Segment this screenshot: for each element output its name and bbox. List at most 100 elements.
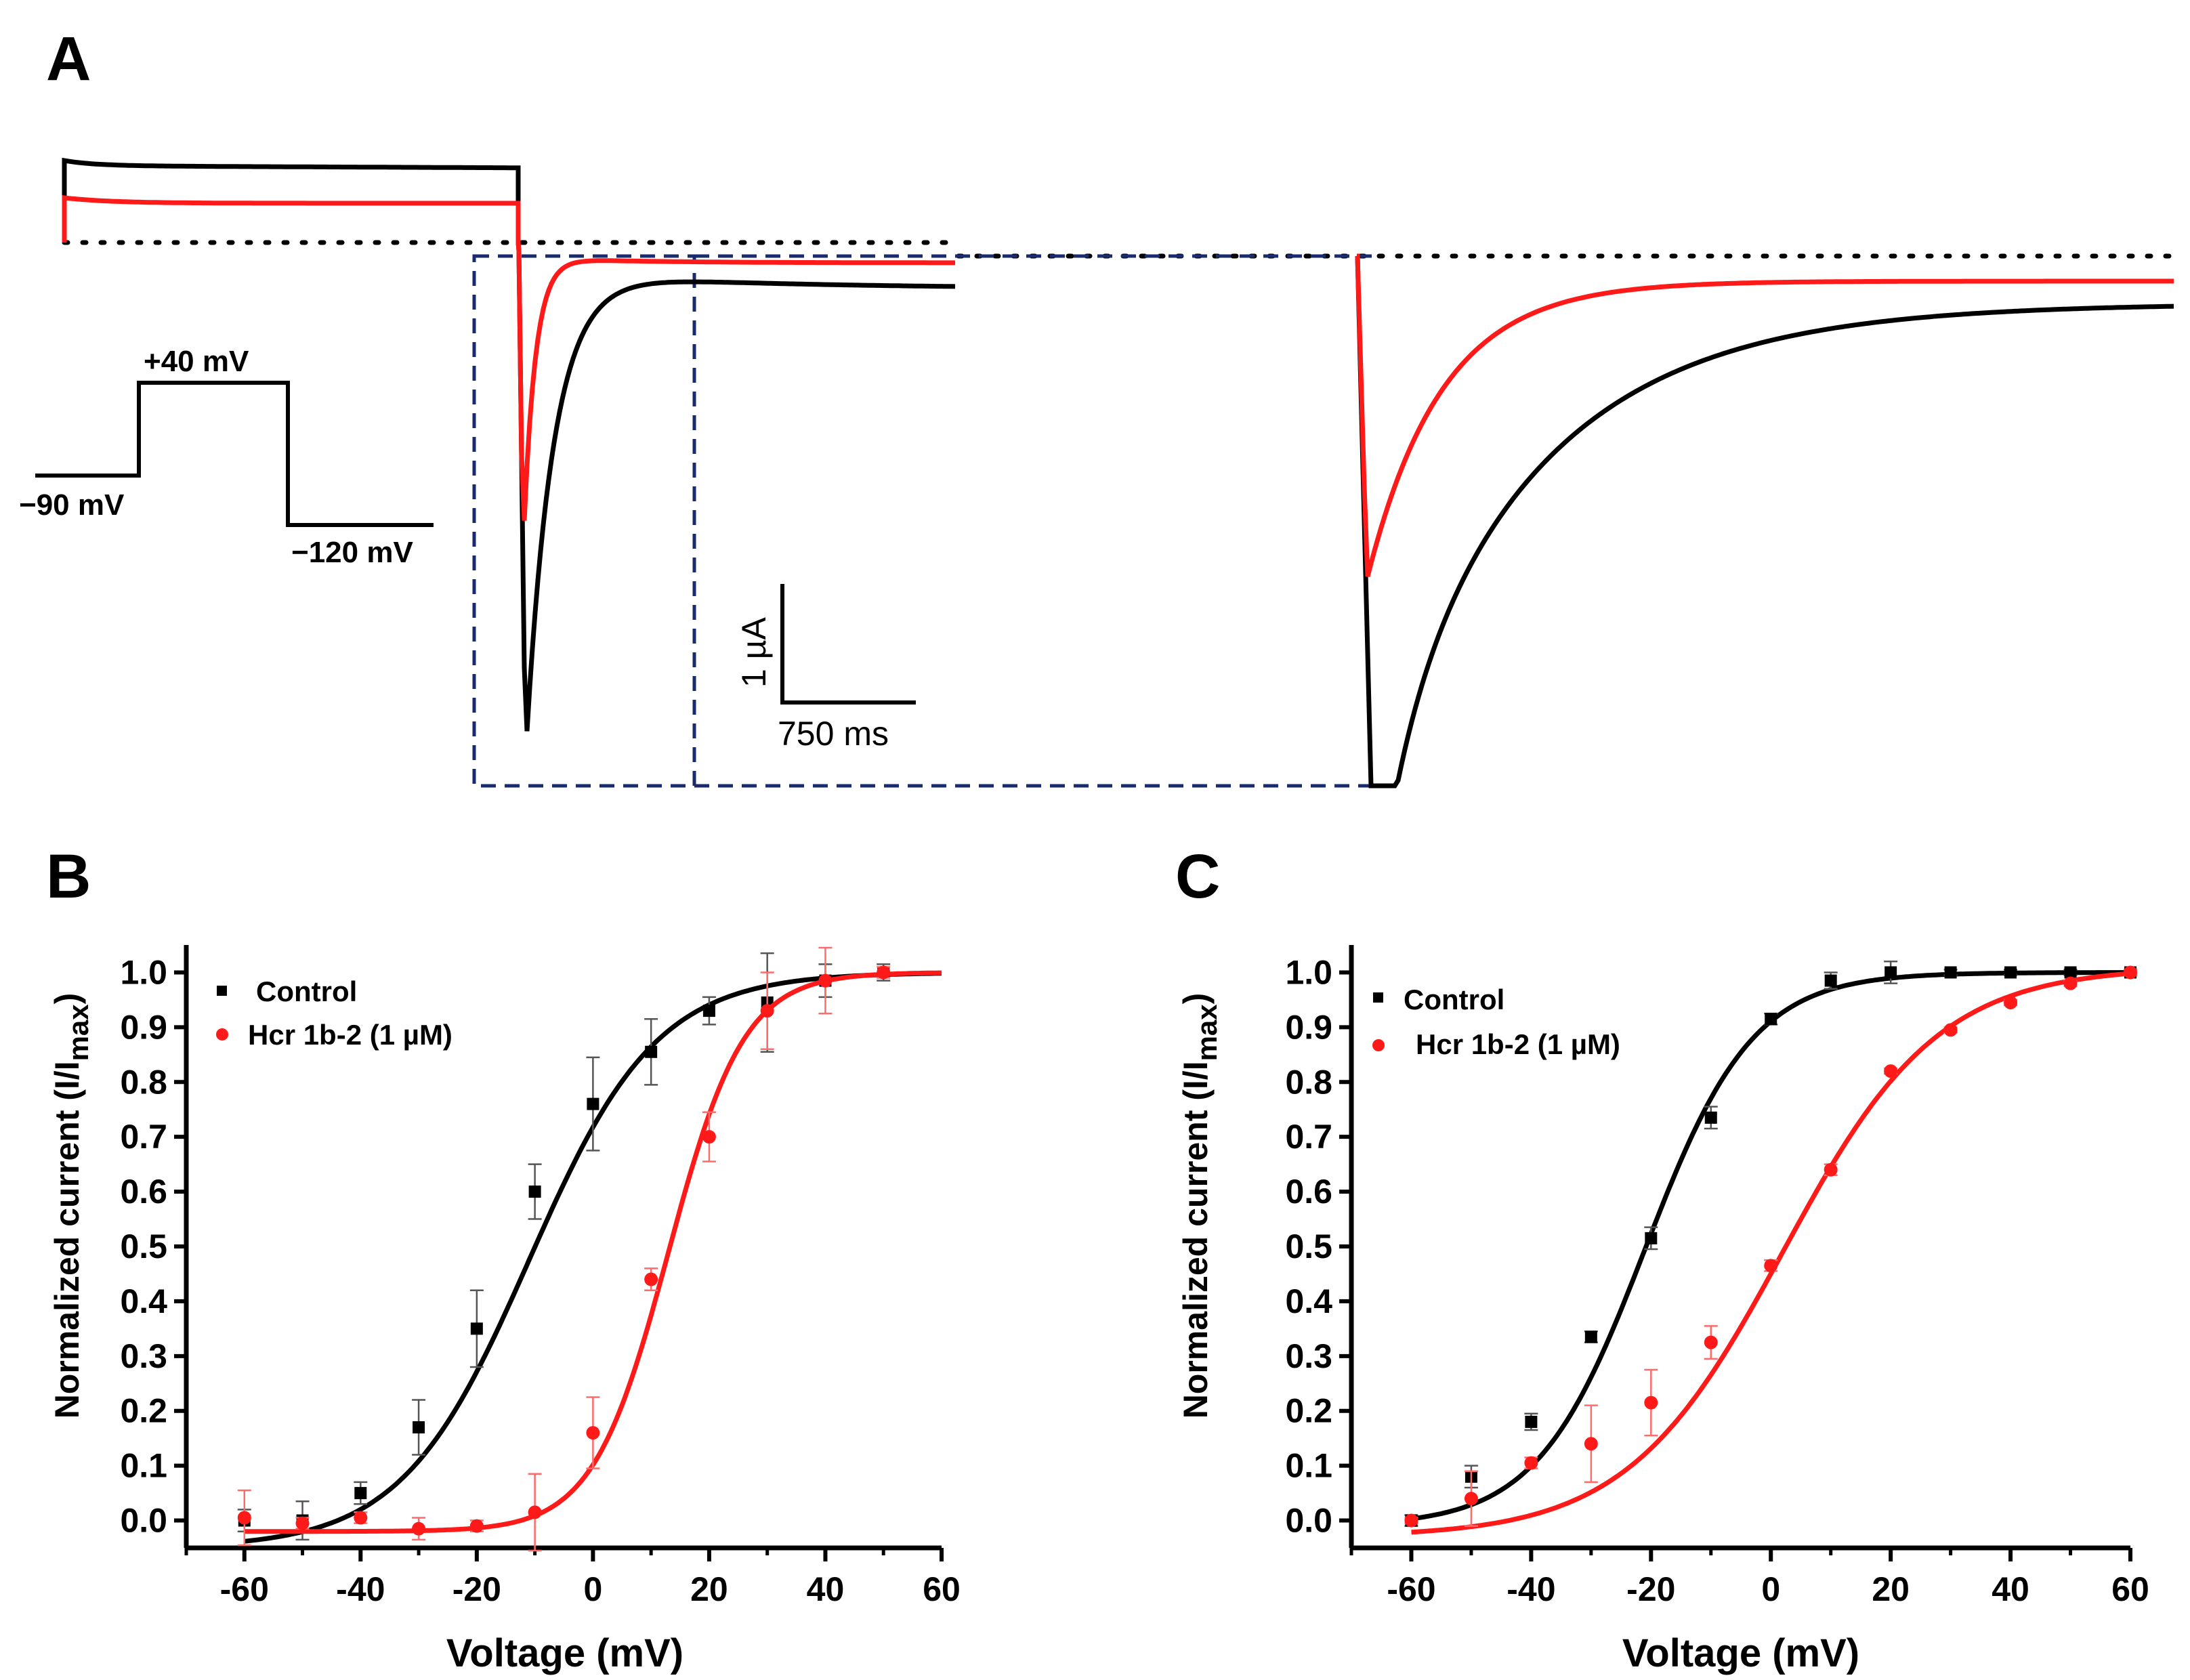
toxin-data-point: [295, 1516, 310, 1530]
y-tick-label: 0.3: [120, 1337, 167, 1375]
y-tick-label: 0.6: [1285, 1173, 1332, 1211]
x-axis-title: Voltage (mV): [1622, 1631, 1859, 1675]
toxin-data-point: [1943, 1023, 1958, 1037]
legend-marker-toxin: [1372, 1039, 1385, 1051]
legend-control-label: Control: [256, 975, 357, 1007]
toxin-data-point: [1824, 1162, 1838, 1177]
toxin-data-point: [877, 965, 891, 980]
toxin-data-point: [702, 1130, 716, 1144]
x-tick-label: -40: [336, 1570, 385, 1608]
control-data-point: [1584, 1330, 1597, 1343]
x-tick-label: -60: [1387, 1570, 1435, 1608]
trace-toxin-zoom: [1355, 253, 2174, 577]
protocol-tail-label: −120 mV: [291, 536, 413, 569]
x-tick-label: 0: [583, 1570, 602, 1608]
toxin-data-point: [586, 1426, 600, 1440]
x-tick-label: 20: [1872, 1570, 1910, 1608]
toxin-data-point: [1764, 1259, 1778, 1273]
control-data-point: [2064, 966, 2077, 979]
panel-c-legend: Control Hcr 1b-2 (1 µM): [1372, 984, 1620, 1060]
scale-current-label: 1 µA: [735, 616, 773, 688]
y-tick-label: 1.0: [1285, 953, 1332, 991]
control-data-point: [587, 1097, 599, 1110]
y-tick-label: 0.9: [120, 1008, 167, 1046]
toxin-data-point: [1644, 1395, 1658, 1410]
y-tick-label: 0.3: [1285, 1337, 1332, 1375]
protocol-hold-label: −90 mV: [19, 488, 125, 522]
scale-bar: [780, 584, 916, 705]
trace-control-full: [62, 157, 956, 732]
control-data-point: [1525, 1415, 1538, 1428]
x-tick-label: 20: [690, 1570, 728, 1608]
control-data-point: [702, 1005, 715, 1017]
y-tick-label: 0.4: [120, 1282, 167, 1320]
control-data-point: [413, 1421, 425, 1433]
x-tick-label: 60: [2111, 1570, 2149, 1608]
x-tick-label: -20: [452, 1570, 501, 1608]
y-axis-title: Normalized current (I/Imax): [48, 993, 94, 1419]
y-tick-label: 1.0: [120, 953, 167, 991]
legend-marker-control: [217, 986, 227, 996]
legend-control-label: Control: [1404, 984, 1504, 1015]
control-data-point: [645, 1045, 658, 1058]
y-tick-label: 0.7: [1285, 1118, 1332, 1156]
y-tick-label: 0.7: [120, 1118, 167, 1156]
panel-a-label: A: [46, 24, 91, 93]
control-data-point: [1704, 1111, 1717, 1124]
toxin-data-point: [2004, 995, 2018, 1009]
toxin-data-point: [2063, 976, 2078, 990]
trace-control-zoom: [1355, 253, 2174, 789]
x-tick-label: -40: [1507, 1570, 1555, 1608]
protocol-step-label: +40 mV: [144, 345, 249, 378]
toxin-data-point: [237, 1511, 251, 1525]
y-tick-label: 0.4: [1285, 1282, 1332, 1320]
panel-b-chart: B 0.0 0.1 0.2 0.3 0.4 0.5 0.6 0.7 0.8 0.9 1.0 -60 -4…: [46, 842, 961, 1675]
toxin-data-point: [760, 1004, 774, 1018]
x-tick-label: 60: [923, 1570, 961, 1608]
y-tick-label: 0.1: [120, 1447, 167, 1485]
y-tick-label: 0.9: [1285, 1008, 1332, 1046]
zoom-box-source: [472, 254, 696, 788]
y-tick-label: 0.2: [1285, 1392, 1332, 1430]
voltage-protocol: [35, 381, 434, 527]
control-data-point: [1944, 966, 1957, 979]
toxin-data-point: [1884, 1064, 1898, 1078]
control-data-point: [2004, 966, 2017, 979]
control-data-point: [470, 1322, 483, 1335]
x-tick-label: -20: [1626, 1570, 1675, 1608]
control-data-point: [1824, 974, 1837, 987]
y-tick-label: 0.0: [120, 1502, 167, 1540]
toxin-data-point: [644, 1272, 658, 1286]
panel-b-label: B: [46, 842, 91, 911]
toxin-data-point: [2124, 965, 2137, 980]
toxin-data-point: [528, 1505, 542, 1519]
toxin-data-point: [412, 1521, 426, 1536]
legend-toxin-label: Hcr 1b-2 (1 µM): [1416, 1028, 1620, 1060]
legend-marker-control: [1373, 992, 1383, 1003]
y-tick-label: 0.0: [1285, 1502, 1332, 1540]
panel-c-plot: 0.0 0.1 0.2 0.3 0.4 0.5 0.6 0.7 0.8 0.9 1.0 -60 -40 -…: [1285, 945, 2149, 1608]
y-tick-label: 0.2: [120, 1392, 167, 1430]
control-data-point: [354, 1487, 367, 1500]
toxin-data-point: [354, 1511, 368, 1525]
y-tick-label: 0.6: [120, 1173, 167, 1211]
control-data-point: [1765, 1013, 1777, 1026]
x-axis-title: Voltage (mV): [446, 1631, 683, 1675]
y-tick-label: 0.1: [1285, 1447, 1332, 1485]
scale-time-label: 750 ms: [778, 715, 889, 753]
y-axis-title: Normalized current (I/Imax): [1177, 993, 1223, 1419]
panel-b-plot: 0.0 0.1 0.2 0.3 0.4 0.5 0.6 0.7 0.8 0.9 1.0 -60 -40 -…: [120, 945, 961, 1608]
x-tick-label: 0: [1761, 1570, 1780, 1608]
y-tick-label: 0.5: [1285, 1227, 1332, 1265]
panel-a: A +40 mV −90 mV −120 mV 1 µA 750 ms: [19, 24, 2177, 789]
x-tick-label: -60: [220, 1570, 269, 1608]
toxin-data-point: [469, 1519, 484, 1533]
legend-toxin-label: Hcr 1b-2 (1 µM): [248, 1019, 452, 1051]
y-tick-label: 0.8: [120, 1063, 167, 1101]
toxin-data-point: [1404, 1513, 1418, 1528]
trace-toxin-full: [62, 195, 955, 521]
toxin-data-point: [1584, 1437, 1598, 1451]
toxin-data-point: [1524, 1456, 1538, 1470]
toxin-data-point: [1464, 1492, 1478, 1506]
